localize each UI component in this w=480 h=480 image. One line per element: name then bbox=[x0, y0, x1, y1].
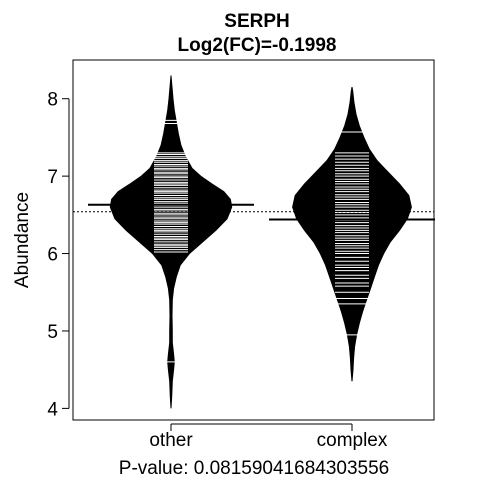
chart-subtitle: Log2(FC)=-0.1998 bbox=[178, 35, 337, 56]
plot-frame bbox=[72, 59, 435, 421]
y-tick-label: 7 bbox=[47, 167, 58, 188]
y-tick-label: 8 bbox=[47, 90, 58, 111]
y-axis-label: Abundance bbox=[12, 192, 33, 288]
beans-layer bbox=[88, 75, 435, 409]
y-axis: 4 5 6 7 8 bbox=[47, 90, 70, 420]
y-tick-label: 4 bbox=[47, 399, 58, 420]
x-tick-label: complex bbox=[317, 430, 388, 451]
x-tick-label: other bbox=[149, 430, 193, 451]
y-tick-label: 5 bbox=[47, 322, 58, 343]
x-axis-label: P-value: 0.08159041684303556 bbox=[119, 458, 389, 479]
bean-shape-complex bbox=[292, 87, 412, 382]
y-tick-label: 6 bbox=[47, 245, 58, 266]
x-axis: other complex bbox=[149, 423, 388, 451]
chart-title: SERPH bbox=[224, 11, 289, 32]
